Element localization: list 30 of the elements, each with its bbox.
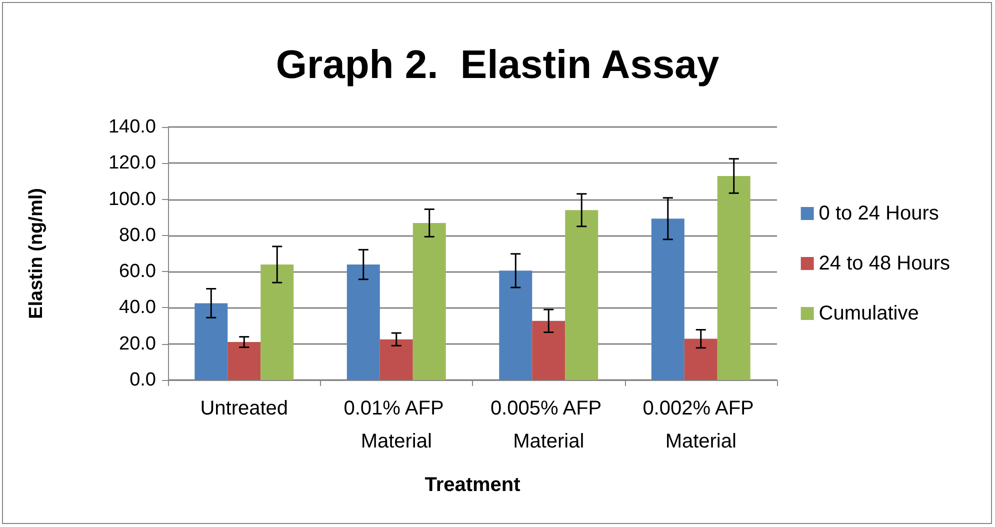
bar <box>194 303 228 380</box>
x-tick-label: 0.005% AFP Material <box>490 398 607 452</box>
bar <box>532 320 566 380</box>
y-tick-label: 120.0 <box>108 152 156 174</box>
bar <box>717 176 750 380</box>
legend-label: Cumulative <box>818 302 919 324</box>
bar <box>565 210 598 380</box>
y-tick-label: 0.0 <box>130 370 156 390</box>
y-tick-label: 100.0 <box>108 188 156 210</box>
x-axis-title: Treatment <box>424 474 521 496</box>
bar <box>380 339 413 380</box>
bar <box>228 342 261 380</box>
y-tick-label: 40.0 <box>119 297 156 318</box>
legend-label: 0 to 24 Hours <box>818 202 939 224</box>
chart-title: Graph 2. Elastin Assay <box>276 43 720 87</box>
y-axis-title: Elastin (ng/ml) <box>26 188 47 319</box>
y-tick-label: 140.0 <box>108 116 156 138</box>
y-tick-label: 80.0 <box>119 224 156 246</box>
x-tick-label: 0.002% AFP Material <box>642 398 760 452</box>
legend-label: 24 to 48 Hours <box>818 252 950 274</box>
y-tick-label: 20.0 <box>119 333 156 354</box>
bar <box>346 264 380 380</box>
x-tick-label: Untreated <box>200 398 288 420</box>
bar <box>412 222 446 380</box>
bar <box>651 218 684 380</box>
bar <box>499 270 532 380</box>
bar <box>260 264 294 380</box>
x-tick-label: 0.01% AFP Material <box>344 398 450 452</box>
bar <box>684 338 718 380</box>
y-tick-label: 60.0 <box>119 261 156 282</box>
